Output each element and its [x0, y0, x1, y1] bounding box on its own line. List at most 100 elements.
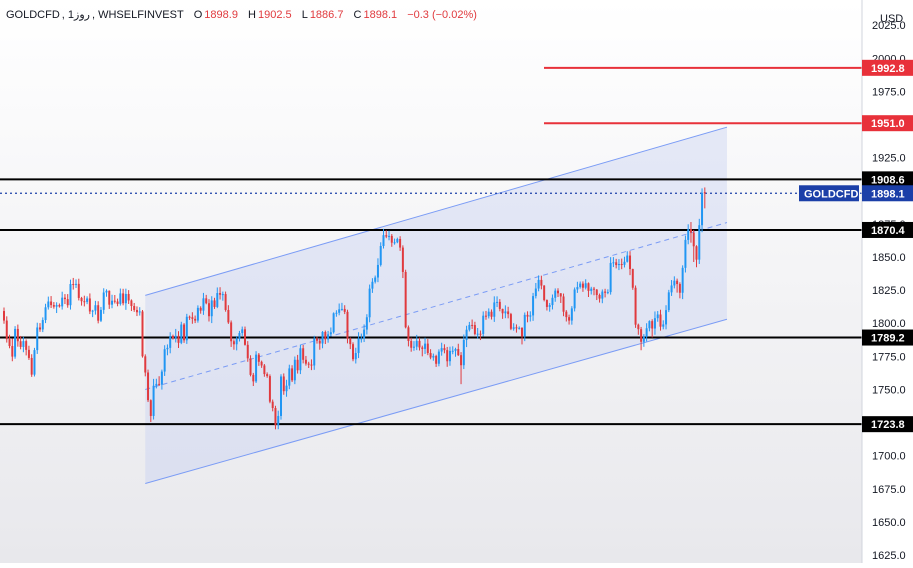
level-price-tag[interactable]: [862, 115, 913, 132]
candle-body: [210, 300, 213, 317]
candle-body: [296, 359, 299, 371]
candle-body: [246, 344, 249, 359]
candle-body: [363, 329, 366, 339]
candle-body: [232, 341, 235, 345]
candle-body: [651, 321, 654, 329]
candle-body: [565, 311, 568, 318]
candle-body: [692, 232, 695, 247]
candle-body: [379, 245, 382, 265]
y-tick-label: 1850.0: [872, 252, 906, 264]
candle-body: [39, 327, 42, 330]
candle-body: [69, 284, 72, 306]
candle-body: [609, 262, 612, 293]
candle-body: [590, 288, 593, 291]
candle-body: [346, 311, 349, 339]
candle-body: [354, 353, 357, 360]
candle-body: [640, 329, 643, 342]
candle-body: [684, 239, 687, 268]
candle-body: [537, 279, 540, 289]
channel-lower-line[interactable]: [145, 318, 728, 484]
candle-body: [604, 291, 607, 293]
candle-body: [670, 285, 673, 293]
candle-body: [318, 340, 321, 344]
candle-body: [102, 292, 105, 310]
candle-body: [465, 329, 468, 340]
candle-body: [457, 349, 460, 356]
candle-body: [562, 296, 565, 312]
candle-body: [681, 267, 684, 293]
current-price-label: 1898.1: [871, 188, 905, 200]
symbol-tag[interactable]: [799, 185, 859, 202]
candle-body: [368, 288, 371, 318]
candle-body: [149, 400, 152, 416]
candle-body: [507, 311, 510, 315]
candle-body: [11, 346, 14, 357]
level-price-tag[interactable]: [862, 59, 913, 76]
candle-body: [88, 298, 91, 312]
channel-mid-line[interactable]: [145, 222, 728, 390]
y-tick-label: 1925.0: [872, 153, 906, 165]
candle-body: [703, 192, 706, 194]
channel-upper-line[interactable]: [145, 126, 728, 296]
candle-body: [606, 292, 609, 294]
candle-body: [407, 327, 410, 341]
candle-body: [105, 290, 108, 293]
candle-body: [374, 277, 377, 282]
level-price-label: 1951.0: [871, 118, 905, 130]
candle-body: [551, 297, 554, 306]
candle-body: [440, 348, 443, 352]
candle-body: [460, 355, 463, 366]
candle-body: [637, 324, 640, 330]
candle-body: [280, 376, 282, 416]
open-label: O: [193, 9, 203, 21]
candle-body: [404, 271, 407, 328]
candle-body: [141, 311, 144, 357]
candle-body: [135, 309, 138, 313]
candle-body: [33, 350, 36, 375]
level-price-tag[interactable]: [862, 171, 913, 188]
broker-name: WHSELFINVEST: [98, 9, 184, 21]
open-value: 1898.9: [204, 9, 238, 21]
candle-body: [612, 262, 615, 264]
candle-body: [30, 357, 33, 375]
y-tick-label: 1800.0: [872, 318, 906, 330]
candle-body: [593, 288, 596, 290]
candle-body: [271, 401, 274, 409]
y-tick-label: 1700.0: [872, 451, 906, 463]
symbol-name: GOLDCFD: [6, 9, 60, 21]
candle-body: [207, 303, 210, 317]
y-tick-label: 1650.0: [872, 517, 906, 529]
candle-body: [194, 318, 197, 321]
candle-body: [291, 368, 294, 381]
candle-body: [307, 363, 310, 365]
candle-body: [543, 285, 546, 301]
candle-body: [446, 350, 449, 362]
level-price-tag[interactable]: [862, 221, 913, 238]
candle-body: [385, 235, 388, 237]
candle-body: [587, 283, 590, 291]
candle-body: [665, 310, 668, 325]
candle-body: [615, 262, 618, 266]
candle-body: [687, 229, 690, 240]
level-price-tag[interactable]: [862, 416, 913, 433]
y-tick-label: 1675.0: [872, 484, 906, 496]
candle-body: [487, 311, 490, 317]
candle-body: [122, 293, 125, 304]
candle-body: [268, 376, 271, 402]
candle-body: [75, 283, 78, 285]
y-tick-label: 1825.0: [872, 285, 906, 297]
candle-body: [44, 307, 47, 321]
candle-body: [27, 349, 30, 358]
candle-body: [676, 280, 679, 285]
candle-body: [554, 290, 557, 298]
candle-body: [111, 300, 114, 305]
level-price-tag[interactable]: [862, 329, 913, 346]
price-axis[interactable]: [862, 0, 913, 563]
candle-body: [324, 331, 327, 340]
candle-body: [205, 298, 208, 304]
current-price-tag[interactable]: [862, 185, 913, 202]
candle-body: [629, 255, 632, 270]
candle-body: [72, 284, 75, 286]
